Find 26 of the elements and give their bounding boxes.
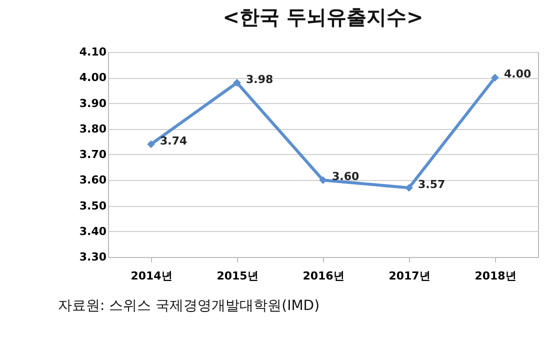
x-tick-label: 2016년 (302, 270, 344, 282)
data-label: 4.00 (504, 68, 532, 81)
y-tick-label: 3.30 (79, 250, 107, 264)
y-tick-label: 4.00 (79, 71, 107, 84)
data-label: 3.60 (332, 170, 360, 184)
x-tick-label: 2015년 (216, 270, 258, 282)
y-tick-label: 4.10 (79, 46, 107, 58)
point (491, 74, 499, 82)
y-tick-label: 3.40 (79, 224, 107, 238)
point (233, 78, 241, 87)
y-tick-label: 3.80 (79, 122, 107, 136)
text: 자료원: 스위스 국제경영개발대학원(IMD) (58, 298, 320, 314)
point (147, 140, 155, 148)
y-tick-label: 3.60 (79, 174, 107, 187)
x-tick-label: 2017년 (388, 270, 430, 282)
x-tick-label: 2018년 (474, 270, 516, 282)
y-tick-label: 3.70 (79, 148, 107, 161)
point (319, 176, 327, 184)
x-tick-label: 2014년 (130, 270, 172, 282)
point (405, 184, 413, 192)
y-tick-label: 3.50 (79, 199, 107, 212)
data-label: 3.98 (246, 72, 274, 86)
y-tick-label: 3.90 (79, 96, 107, 110)
chart-title: <한국 두뇌유출지수> (222, 5, 424, 29)
data-label: 3.57 (418, 178, 446, 191)
data-label: 3.74 (160, 134, 188, 148)
